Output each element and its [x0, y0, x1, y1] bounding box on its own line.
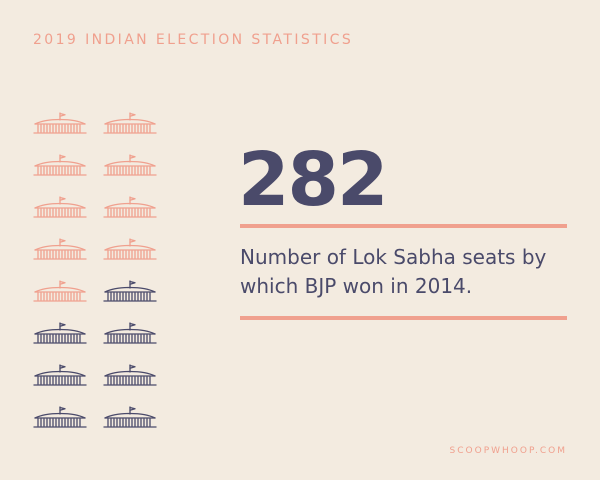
seat-count: 282: [238, 137, 388, 223]
parliament-building-icon: [103, 406, 157, 428]
parliament-building-icon: [33, 280, 87, 302]
divider-top: [240, 224, 567, 228]
parliament-building-icon: [33, 196, 87, 218]
parliament-building-icon: [103, 364, 157, 386]
parliament-building-icon: [33, 406, 87, 428]
parliament-building-icon: [33, 238, 87, 260]
parliament-building-icon: [103, 196, 157, 218]
parliament-building-icon: [33, 112, 87, 134]
infographic-title: 2019 INDIAN ELECTION STATISTICS: [33, 32, 354, 48]
parliament-building-icon: [103, 238, 157, 260]
parliament-building-icon: [103, 280, 157, 302]
source-credit: SCOOPWHOOP.COM: [449, 446, 567, 456]
parliament-building-icon: [33, 364, 87, 386]
parliament-building-icon: [33, 154, 87, 176]
divider-bottom: [240, 316, 567, 320]
parliament-building-icon: [103, 322, 157, 344]
parliament-building-icon: [33, 322, 87, 344]
parliament-building-icon: [103, 154, 157, 176]
parliament-icon-grid: [33, 112, 159, 432]
stat-description: Number of Lok Sabha seats by which BJP w…: [240, 245, 547, 298]
parliament-building-icon: [103, 112, 157, 134]
